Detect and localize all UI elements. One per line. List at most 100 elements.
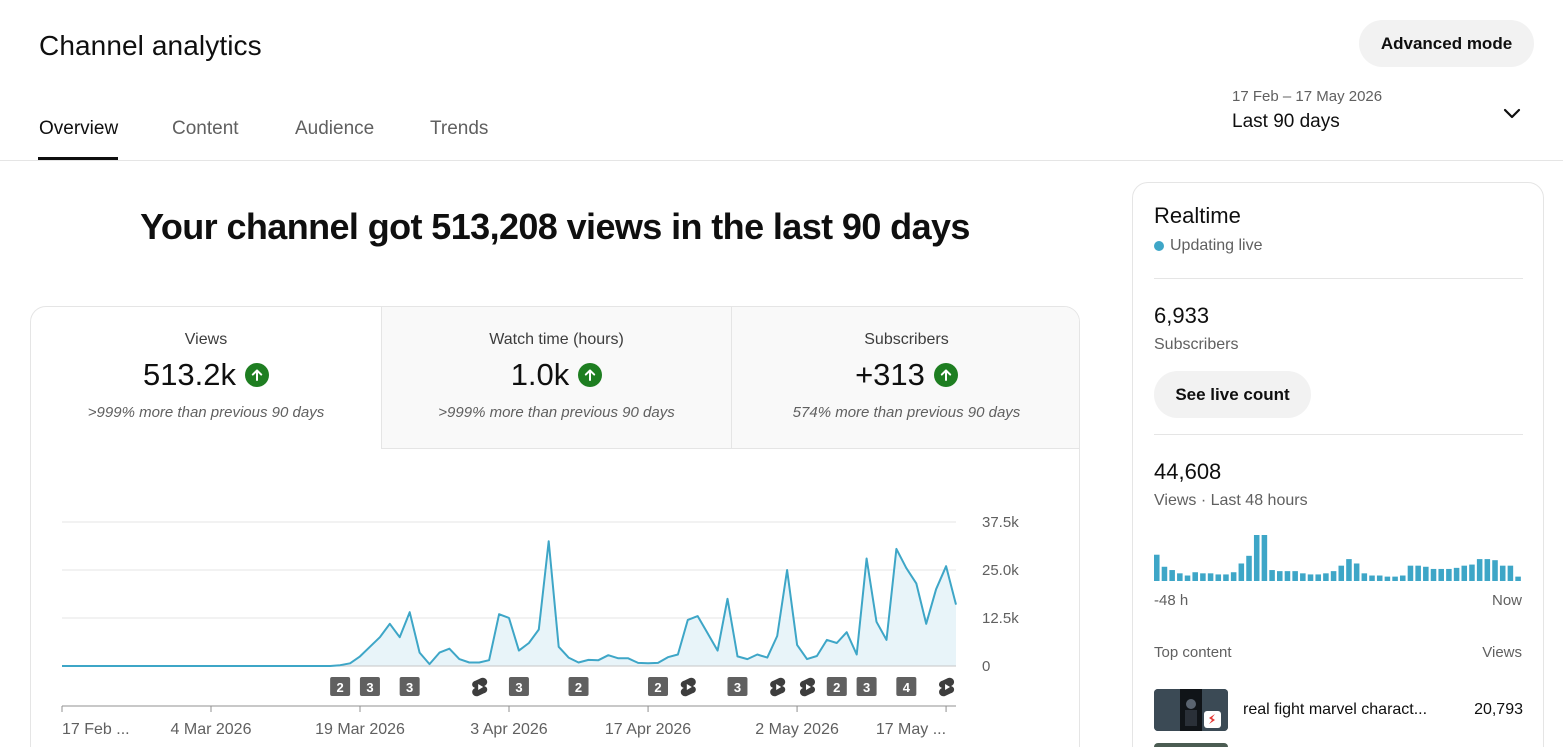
realtime-bar[interactable] <box>1277 571 1283 581</box>
realtime-bar[interactable] <box>1453 567 1460 581</box>
realtime-bar[interactable] <box>1438 568 1444 581</box>
tab-trends[interactable]: Trends <box>430 118 489 139</box>
realtime-bar[interactable] <box>1184 575 1191 581</box>
metric-value: 513.2k <box>142 357 237 392</box>
realtime-bar[interactable] <box>1369 575 1375 581</box>
tab-bar: Overview Content Audience Trends <box>0 100 1563 161</box>
tab-content[interactable]: Content <box>172 118 239 139</box>
realtime-bar[interactable] <box>1154 554 1160 581</box>
realtime-axis-end: Now <box>1491 592 1522 609</box>
publish-marker <box>359 677 380 696</box>
realtime-bar[interactable] <box>1169 570 1175 581</box>
publish-marker-count: 2 <box>654 680 661 695</box>
realtime-bar[interactable] <box>1499 565 1506 581</box>
x-tick-label: 17 Apr 2026 <box>605 721 691 738</box>
realtime-bar[interactable] <box>1177 573 1183 581</box>
realtime-subscriber-label: Subscribers <box>1154 336 1239 353</box>
metric-views[interactable]: Views 513.2k >999% more than previous 90… <box>31 307 381 449</box>
publish-marker <box>508 677 529 696</box>
realtime-bar[interactable] <box>1515 576 1521 581</box>
realtime-bar[interactable] <box>1492 560 1498 581</box>
realtime-bar[interactable] <box>1338 565 1345 581</box>
views-line-chart[interactable]: 37.5k 25.0k 12.5k 0 2 3 3 3 2 2 3 2 3 4 17 Feb ... 4 Ma… <box>31 449 1080 747</box>
realtime-bar[interactable] <box>1346 559 1352 581</box>
realtime-bar[interactable] <box>1230 572 1237 581</box>
x-tick-label: 17 Feb ... <box>62 721 130 738</box>
realtime-bar[interactable] <box>1461 565 1468 581</box>
shorts-icon <box>472 677 488 697</box>
realtime-bar[interactable] <box>1353 563 1360 581</box>
realtime-bar[interactable] <box>1192 572 1198 581</box>
realtime-bar[interactable] <box>1261 535 1268 581</box>
realtime-bar[interactable] <box>1392 576 1398 581</box>
publish-marker-count: 3 <box>406 680 413 695</box>
realtime-bar[interactable] <box>1300 573 1306 581</box>
views-series-line <box>62 540 957 667</box>
publish-marker-count: 3 <box>863 680 870 695</box>
realtime-bar[interactable] <box>1223 574 1229 581</box>
metric-label: Views <box>184 331 228 348</box>
live-dot-icon <box>1154 241 1164 251</box>
realtime-bar[interactable] <box>1446 568 1452 581</box>
metric-value: 1.0k <box>510 357 570 392</box>
tab-audience[interactable]: Audience <box>295 118 375 139</box>
views-headline: Your channel got 513,208 views in the la… <box>140 206 970 247</box>
realtime-bar[interactable] <box>1476 559 1483 581</box>
realtime-bar[interactable] <box>1269 570 1275 581</box>
active-tab-indicator <box>38 157 118 160</box>
realtime-bar[interactable] <box>1415 565 1421 581</box>
area-fill <box>62 541 956 666</box>
x-tick-label: 19 Mar 2026 <box>315 721 405 738</box>
realtime-bar[interactable] <box>1400 575 1406 581</box>
shorts-icon <box>770 677 786 697</box>
realtime-bar[interactable] <box>1469 564 1475 581</box>
realtime-bar[interactable] <box>1307 574 1314 581</box>
see-live-count-button[interactable]: See live count <box>1154 371 1311 418</box>
realtime-bar[interactable] <box>1161 566 1168 581</box>
realtime-bar[interactable] <box>1376 575 1383 581</box>
realtime-bar[interactable] <box>1284 571 1291 581</box>
metric-value: +313 <box>855 357 925 392</box>
realtime-bar[interactable] <box>1200 573 1206 581</box>
top-content-item[interactable]: real fight marvel charact... 20,793 <box>1154 689 1523 731</box>
realtime-bar[interactable] <box>1292 571 1298 581</box>
publish-marker-count: 2 <box>833 680 840 695</box>
publish-marker <box>896 677 917 696</box>
divider <box>1154 278 1523 279</box>
overview-chart-card: Views 513.2k >999% more than previous 90… <box>30 306 1080 747</box>
realtime-bar[interactable] <box>1423 566 1429 581</box>
date-range-picker[interactable]: 17 Feb – 17 May 2026 Last 90 days <box>1232 88 1532 133</box>
realtime-bar[interactable] <box>1330 571 1337 581</box>
realtime-bar[interactable] <box>1384 576 1391 581</box>
realtime-views-bar-chart[interactable] <box>1154 533 1523 581</box>
metric-subscribers[interactable]: Subscribers +313 574% more than previous… <box>731 307 1079 449</box>
publish-marker <box>727 677 748 696</box>
realtime-bar[interactable] <box>1215 574 1222 581</box>
metric-watch-time[interactable]: Watch time (hours) 1.0k >999% more than … <box>381 307 731 449</box>
x-tick-label: 4 Mar 2026 <box>171 721 252 738</box>
top-content-views: 20,793 <box>1474 701 1523 718</box>
metric-comparison: >999% more than previous 90 days <box>438 404 675 421</box>
realtime-bar[interactable] <box>1407 565 1414 581</box>
publish-marker <box>856 677 877 696</box>
metric-label: Watch time (hours) <box>489 331 624 348</box>
chevron-down-icon[interactable] <box>1502 104 1522 124</box>
realtime-bar[interactable] <box>1207 573 1214 581</box>
y-tick-label: 25.0k <box>982 562 1019 579</box>
realtime-bar[interactable] <box>1323 573 1329 581</box>
realtime-bar[interactable] <box>1484 559 1491 581</box>
realtime-bar[interactable] <box>1315 574 1321 581</box>
y-tick-label: 12.5k <box>982 610 1019 627</box>
realtime-bar[interactable] <box>1253 535 1260 581</box>
realtime-subscriber-count: 6,933 <box>1154 303 1210 328</box>
realtime-bar[interactable] <box>1430 568 1437 581</box>
divider <box>1154 434 1523 435</box>
advanced-mode-button[interactable]: Advanced mode <box>1359 20 1534 67</box>
realtime-bar[interactable] <box>1361 573 1368 581</box>
realtime-bar[interactable] <box>1238 563 1245 581</box>
realtime-bar[interactable] <box>1507 565 1514 581</box>
publish-marker <box>648 677 668 696</box>
top-content-views-header: Views <box>1482 644 1522 661</box>
realtime-bar[interactable] <box>1246 555 1252 581</box>
tab-overview[interactable]: Overview <box>39 118 119 139</box>
